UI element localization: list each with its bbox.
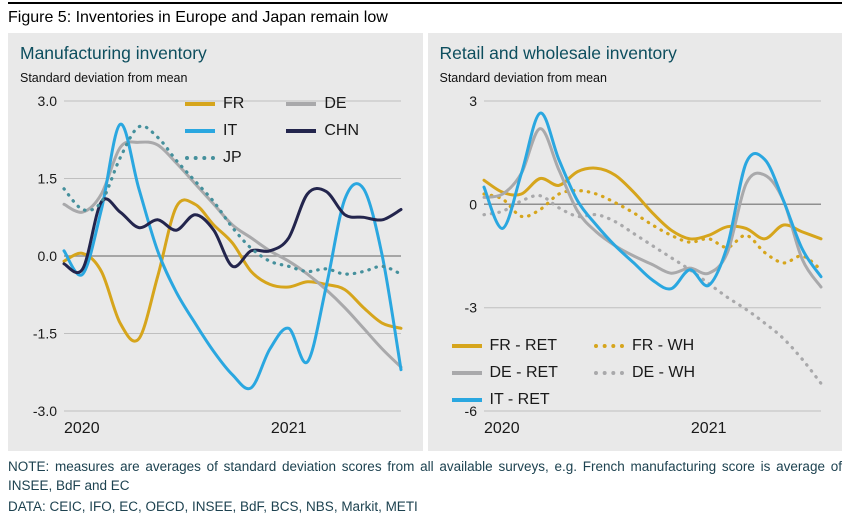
- note-text: NOTE: measures are averages of standard …: [8, 459, 842, 493]
- series-line-it-ret: [482, 111, 822, 291]
- manufacturing-chart: 3.0 1.5 0.0 -1.5 -3.0 2020 2021 FR DE IT CHN JP: [20, 89, 411, 439]
- panel-retail-wholesale: Retail and wholesale inventory Standard …: [427, 33, 842, 451]
- series-line-de: [62, 140, 403, 369]
- series-line-it: [62, 122, 403, 391]
- y-tick-label: -3.0: [33, 403, 57, 419]
- legend-swatch-solid-line: [185, 102, 215, 106]
- data-sources-text: DATA: CEIC, IFO, EC, OECD, INSEE, BdF, B…: [8, 498, 418, 514]
- x-tick-label: 2021: [271, 420, 307, 437]
- legend-swatch-solid-line: [286, 102, 317, 106]
- y-tick-label: 0: [469, 196, 477, 212]
- legend-item-de-wh: DE - WH: [593, 364, 696, 382]
- legend-item-fr: FR: [185, 95, 244, 113]
- legend-item-fr-ret: FR - RET: [451, 337, 558, 355]
- series-line-de-ret: [482, 127, 822, 289]
- legend-label: FR - WH: [631, 337, 695, 354]
- y-tick-label: -1.5: [33, 326, 57, 342]
- x-tick-label: 2021: [690, 420, 726, 437]
- legend-item-it-ret: IT - RET: [451, 391, 558, 409]
- chart-canvas: 3.0 1.5 0.0 -1.5 -3.0 2020 2021: [33, 93, 403, 437]
- y-tick-label: 3.0: [38, 93, 58, 109]
- legend-label: DE - RET: [489, 364, 558, 381]
- chart-canvas: 3 0 -3 -6 2020 2021: [464, 93, 823, 437]
- legend-label: FR: [223, 95, 245, 112]
- legend-item-chn: CHN: [286, 122, 359, 140]
- panel-subtitle-retail-wholesale: Standard deviation from mean: [439, 71, 607, 85]
- legend-swatch-solid-line: [185, 129, 215, 133]
- x-tick-label: 2020: [64, 420, 100, 437]
- series-line-fr: [62, 198, 403, 343]
- legend-label: IT - RET: [489, 391, 550, 408]
- legend-label: DE - WH: [631, 364, 696, 381]
- chart-legend: FR - RET FR - WH DE - RET DE - WH IT - RET: [451, 337, 696, 409]
- legend-swatch-dotted-line: [185, 156, 215, 160]
- panel-title-manufacturing: Manufacturing inventory: [20, 43, 207, 63]
- panel-manufacturing: Manufacturing inventory Standard deviati…: [8, 33, 423, 451]
- panel-subtitle-manufacturing: Standard deviation from mean: [20, 71, 188, 85]
- legend-item-de-ret: DE - RET: [451, 364, 558, 382]
- series-line-chn: [62, 187, 403, 275]
- y-tick-label: -6: [464, 403, 477, 419]
- legend-swatch-solid-line: [451, 344, 482, 348]
- series-line-jp: [62, 124, 403, 276]
- legend-label: FR - RET: [489, 337, 558, 354]
- legend-item-it: IT: [185, 122, 244, 140]
- series-line-fr-ret: [482, 166, 822, 241]
- chart-legend: FR DE IT CHN JP: [185, 95, 359, 167]
- legend-swatch-dotted-line: [593, 344, 624, 348]
- series-line-de-wh: [481, 193, 823, 385]
- legend-label: DE: [324, 95, 347, 112]
- x-tick-label: 2020: [484, 420, 520, 437]
- legend-item-de: DE: [286, 95, 359, 113]
- y-tick-label: -3: [464, 300, 477, 316]
- panel-title-retail-wholesale: Retail and wholesale inventory: [439, 43, 677, 63]
- legend-label: CHN: [324, 122, 359, 139]
- series-line-fr-wh: [481, 189, 823, 272]
- legend-swatch-solid-line: [286, 129, 317, 133]
- legend-swatch-solid-line: [451, 371, 482, 375]
- figure-title: Figure 5: Inventories in Europe and Japa…: [8, 2, 842, 33]
- legend-swatch-solid-line: [451, 398, 482, 402]
- legend-item-fr-wh: FR - WH: [593, 337, 695, 355]
- legend-swatch-dotted-line: [593, 371, 624, 375]
- panels-row: Manufacturing inventory Standard deviati…: [8, 33, 842, 451]
- y-tick-label: 1.5: [38, 171, 58, 187]
- retail-wholesale-chart: 3 0 -3 -6 2020 2021 FR - RET FR - WH DE - RET DE …: [440, 89, 831, 439]
- legend-label: IT: [223, 122, 238, 139]
- legend-item-jp: JP: [185, 149, 244, 167]
- y-tick-label: 0.0: [38, 248, 58, 264]
- legend-label: JP: [223, 149, 242, 166]
- y-tick-label: 3: [469, 93, 477, 109]
